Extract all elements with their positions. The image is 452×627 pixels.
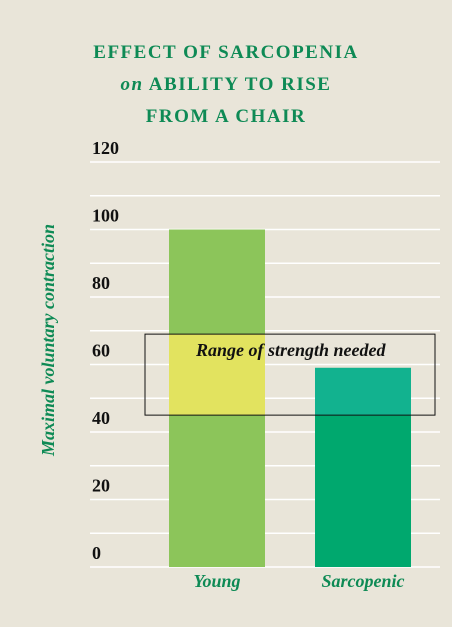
range-box (144, 333, 436, 416)
x-tick-label: Young (193, 571, 240, 591)
title-line: on ABILITY TO RISE (121, 74, 332, 95)
bar-highlight (315, 367, 411, 416)
y-tick-label: 100 (92, 206, 119, 226)
bar-highlight (169, 334, 265, 416)
title: EFFECT OF SARCOPENIA on ABILITY TO RISE … (93, 42, 358, 127)
x-tick-label: Sarcopenic (322, 571, 405, 591)
y-tick-label: 60 (92, 341, 110, 361)
annotation-label: Range of strength needed (195, 340, 387, 360)
y-tick-label: 0 (92, 543, 101, 563)
y-tick-label: 20 (92, 476, 110, 496)
title-line: EFFECT OF SARCOPENIA (93, 42, 358, 63)
y-tick-label: 120 (92, 138, 119, 158)
y-axis-label: Maximal voluntary contraction (38, 224, 58, 457)
title-line: FROM A CHAIR (146, 106, 307, 127)
title-word: ABILITY TO RISE (149, 74, 332, 95)
y-tick-label: 40 (92, 408, 110, 428)
title-word: on (121, 74, 144, 95)
y-tick-label: 80 (92, 273, 110, 293)
